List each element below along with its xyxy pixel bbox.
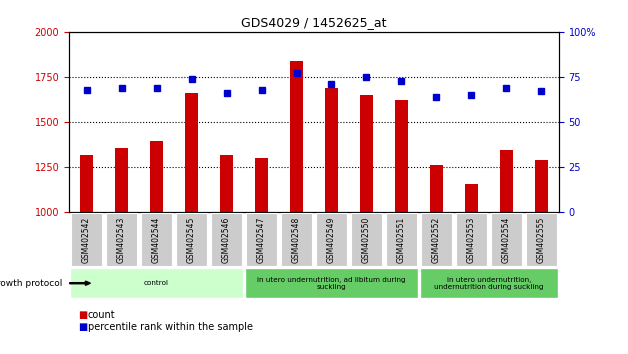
Text: control: control — [144, 280, 169, 286]
FancyBboxPatch shape — [526, 213, 557, 266]
Text: in utero undernutrition, ad libitum during
suckling: in utero undernutrition, ad libitum duri… — [257, 277, 406, 290]
FancyBboxPatch shape — [350, 213, 382, 266]
Text: GDS4029 / 1452625_at: GDS4029 / 1452625_at — [241, 16, 387, 29]
Bar — [325, 88, 338, 212]
Bar — [151, 141, 163, 212]
Text: percentile rank within the sample: percentile rank within the sample — [88, 322, 253, 332]
FancyBboxPatch shape — [386, 213, 417, 266]
FancyBboxPatch shape — [456, 213, 487, 266]
Text: GSM402545: GSM402545 — [187, 217, 196, 263]
FancyBboxPatch shape — [245, 268, 418, 298]
Bar — [430, 165, 443, 212]
Text: GSM402544: GSM402544 — [152, 217, 161, 263]
Text: ■: ■ — [78, 310, 88, 320]
Bar — [116, 148, 127, 212]
Bar — [80, 155, 93, 212]
Text: GSM402548: GSM402548 — [292, 217, 301, 263]
Bar — [256, 158, 268, 212]
Text: GSM402550: GSM402550 — [362, 217, 371, 263]
Text: count: count — [88, 310, 116, 320]
Text: GSM402549: GSM402549 — [327, 217, 336, 263]
FancyBboxPatch shape — [211, 213, 242, 266]
Bar — [290, 61, 303, 212]
Text: GSM402546: GSM402546 — [222, 217, 231, 263]
Text: GSM402552: GSM402552 — [432, 217, 441, 263]
Text: ■: ■ — [78, 322, 88, 332]
Bar — [396, 101, 408, 212]
Bar — [501, 150, 512, 212]
Bar — [220, 155, 232, 212]
FancyBboxPatch shape — [70, 268, 243, 298]
Text: GSM402555: GSM402555 — [537, 217, 546, 263]
FancyBboxPatch shape — [421, 213, 452, 266]
Text: GSM402554: GSM402554 — [502, 217, 511, 263]
Text: GSM402543: GSM402543 — [117, 217, 126, 263]
Text: in utero undernutrition,
undernutrition during suckling: in utero undernutrition, undernutrition … — [434, 277, 544, 290]
Text: GSM402551: GSM402551 — [397, 217, 406, 263]
FancyBboxPatch shape — [281, 213, 312, 266]
Text: GSM402542: GSM402542 — [82, 217, 91, 263]
Bar — [535, 160, 548, 212]
Bar — [360, 95, 372, 212]
FancyBboxPatch shape — [490, 213, 522, 266]
FancyBboxPatch shape — [316, 213, 347, 266]
FancyBboxPatch shape — [420, 268, 558, 298]
Bar — [465, 183, 477, 212]
FancyBboxPatch shape — [176, 213, 207, 266]
FancyBboxPatch shape — [141, 213, 172, 266]
FancyBboxPatch shape — [71, 213, 102, 266]
Text: growth protocol: growth protocol — [0, 279, 63, 288]
Text: GSM402553: GSM402553 — [467, 217, 476, 263]
FancyBboxPatch shape — [106, 213, 138, 266]
Text: GSM402547: GSM402547 — [257, 217, 266, 263]
FancyBboxPatch shape — [246, 213, 277, 266]
Bar — [185, 93, 198, 212]
